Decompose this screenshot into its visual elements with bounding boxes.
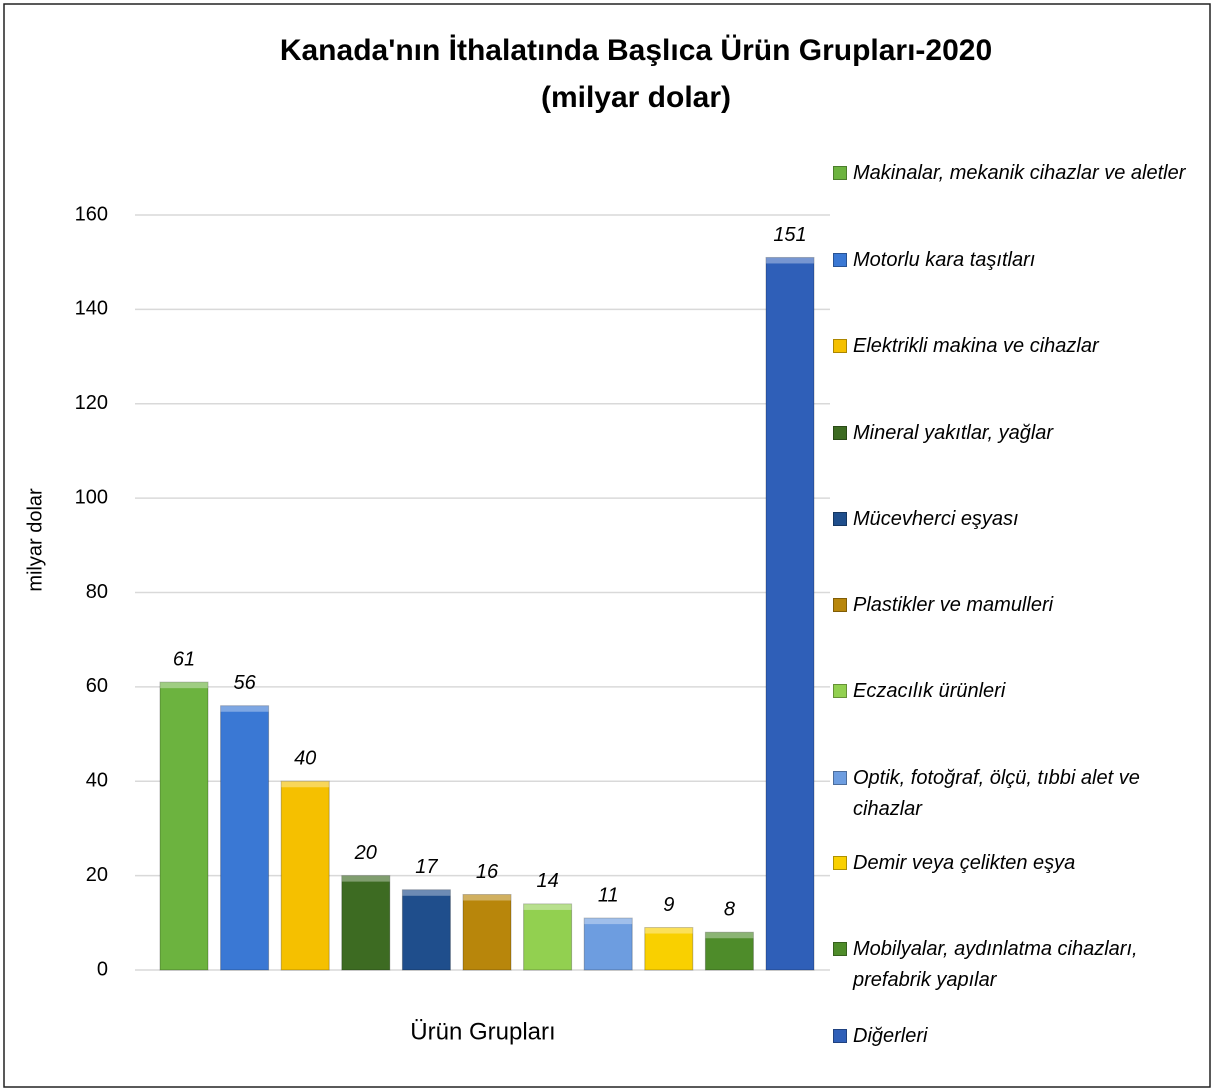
legend-swatch xyxy=(833,1029,847,1043)
legend-entry: Mücevherci eşyası xyxy=(833,504,1193,535)
legend-entry: Mineral yakıtlar, yağlar xyxy=(833,418,1193,449)
legend-swatch xyxy=(833,512,847,526)
data-label: 40 xyxy=(294,748,316,770)
legend-entry: Elektrikli makina ve cihazlar xyxy=(833,331,1193,362)
legend-entry: Plastikler ve mamulleri xyxy=(833,590,1193,621)
legend-entry: Eczacılık ürünleri xyxy=(833,676,1193,707)
y-tick-label: 160 xyxy=(75,203,108,225)
legend-swatch xyxy=(833,339,847,353)
bar xyxy=(280,780,330,971)
legend-swatch xyxy=(833,771,847,785)
data-label: 9 xyxy=(663,894,674,916)
legend-entry: Makinalar, mekanik cihazlar ve aletler xyxy=(833,158,1193,189)
x-axis-label: Ürün Grupları xyxy=(410,1018,555,1045)
y-tick-label: 60 xyxy=(86,675,108,697)
legend-swatch xyxy=(833,166,847,180)
bar-highlight xyxy=(523,903,572,910)
data-label: 20 xyxy=(354,842,377,864)
legend-label: Eczacılık ürünleri xyxy=(853,680,1006,702)
legend-entry: Demir veya çelikten eşya xyxy=(833,848,1193,879)
y-tick-label: 80 xyxy=(86,581,108,603)
bar-highlight xyxy=(584,918,633,925)
legend-label: Diğerleri xyxy=(853,1025,928,1047)
bar-highlight xyxy=(463,894,511,901)
data-label: 11 xyxy=(598,884,619,906)
data-label: 61 xyxy=(173,648,195,670)
legend-label: Mineral yakıtlar, yağlar xyxy=(853,422,1054,444)
bar-highlight xyxy=(644,927,693,934)
legend-swatch xyxy=(833,426,847,440)
bar xyxy=(765,256,815,971)
legend-swatch xyxy=(833,856,847,870)
y-tick-label: 40 xyxy=(86,770,108,792)
legend-label: Demir veya çelikten eşya xyxy=(853,852,1076,874)
legend-swatch xyxy=(833,598,847,612)
y-tick-label: 20 xyxy=(86,864,108,886)
bar-highlight xyxy=(281,781,330,788)
legend-label: Makinalar, mekanik cihazlar ve aletler xyxy=(853,162,1186,184)
y-tick-label: 0 xyxy=(97,958,108,980)
legend-entry: Optik, fotoğraf, ölçü, tıbbi alet ve cih… xyxy=(833,763,1193,825)
bar-highlight xyxy=(766,257,814,264)
bar-highlight xyxy=(220,705,269,712)
bar-highlight xyxy=(160,682,208,689)
bar xyxy=(159,681,209,971)
data-label: 17 xyxy=(415,856,438,878)
chart-title: Kanada'nın İthalatında Başlıca Ürün Grup… xyxy=(280,34,992,67)
data-label: 14 xyxy=(536,870,558,892)
chart-subtitle: (milyar dolar) xyxy=(541,81,731,114)
bar xyxy=(462,894,512,971)
legend-swatch xyxy=(833,253,847,267)
legend-entry: Mobilyalar, aydınlatma cihazları, prefab… xyxy=(833,934,1193,996)
data-label: 8 xyxy=(724,899,735,921)
bar xyxy=(341,875,391,971)
legend-label: Mobilyalar, aydınlatma cihazları, prefab… xyxy=(853,938,1138,991)
y-tick-label: 100 xyxy=(75,486,108,508)
legend-label: Motorlu kara taşıtları xyxy=(853,249,1036,271)
bar-highlight xyxy=(705,932,754,939)
legend-label: Mücevherci eşyası xyxy=(853,508,1019,530)
legend-swatch xyxy=(833,684,847,698)
legend-swatch xyxy=(833,942,847,956)
legend-entry: Diğerleri xyxy=(833,1021,1193,1052)
data-label: 56 xyxy=(233,672,256,694)
bar xyxy=(583,917,633,971)
legend-label: Optik, fotoğraf, ölçü, tıbbi alet ve cih… xyxy=(853,767,1140,820)
bar xyxy=(523,903,573,971)
y-axis-label: milyar dolar xyxy=(24,488,46,592)
bar xyxy=(704,931,754,971)
bar-highlight xyxy=(341,875,390,882)
y-tick-label: 120 xyxy=(75,392,108,414)
y-tick-label: 140 xyxy=(75,298,108,320)
legend-label: Elektrikli makina ve cihazlar xyxy=(853,335,1099,357)
bar xyxy=(644,927,694,971)
data-label: 16 xyxy=(476,861,499,883)
legend-label: Plastikler ve mamulleri xyxy=(853,594,1054,616)
legend-entry: Motorlu kara taşıtları xyxy=(833,245,1193,276)
data-label: 151 xyxy=(773,224,806,246)
bar xyxy=(401,889,451,971)
bar xyxy=(220,705,270,971)
bar-highlight xyxy=(402,889,451,896)
